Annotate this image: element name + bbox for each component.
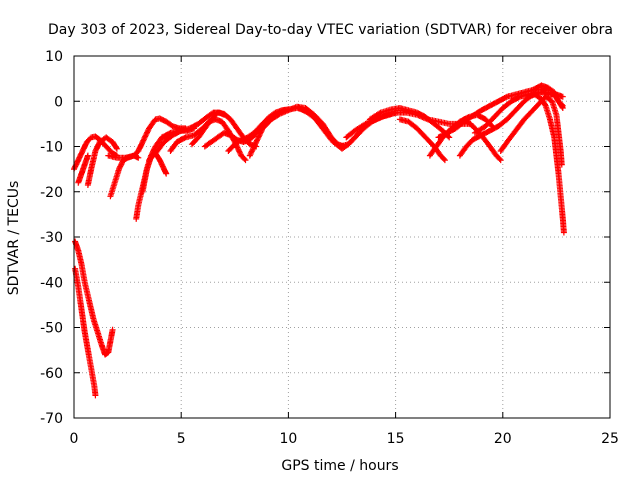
data-point-markers [105,115,189,161]
y-axis-label: SDTVAR / TECUs [6,181,22,296]
plot-frame [73,55,611,419]
x-tick-label: 25 [601,431,619,447]
x-tick-label: 15 [387,431,405,447]
y-tick-label: -50 [40,321,63,337]
data-point-markers [246,103,348,159]
series-arc-21 [435,82,551,141]
tick-labels: 0 5 10 15 20 25 10 0 -10 -20 -30 -40 -50 -60 -70 [40,49,619,447]
series-arc-18 [366,105,453,141]
data-series [71,82,567,399]
y-tick-label: -70 [40,411,63,427]
chart-title: Day 303 of 2023, Sidereal Day-to-day VTE… [48,22,613,38]
data-point-markers [72,238,116,358]
series-arc-4 [75,152,91,186]
series-arc-7 [105,115,189,161]
series-arc-15 [246,103,348,159]
y-tick-label: 0 [54,94,63,110]
data-point-markers [538,84,566,111]
y-tick-label: -40 [40,275,63,291]
series-arc-5 [84,134,120,188]
y-tick-label: -30 [40,230,63,246]
x-tick-label: 5 [177,431,186,447]
y-tick-label: -60 [40,366,63,382]
data-point-markers [435,82,551,141]
data-point-markers [84,134,120,188]
grid [74,56,610,418]
series-arc-23 [461,116,504,164]
data-point-markers [75,152,91,186]
series-arc-26 [525,91,567,236]
x-axis-label: GPS time / hours [281,458,398,474]
data-point-markers [525,91,567,236]
x-tick-label: 0 [70,431,79,447]
y-tick-label: -20 [40,185,63,201]
data-point-markers [72,265,99,399]
y-tick-label: -10 [40,140,63,156]
x-tick-label: 20 [494,431,512,447]
data-point-markers [366,105,453,141]
series-arc-27 [538,84,566,111]
series-arc-1 [72,238,116,358]
x-tick-label: 10 [279,431,297,447]
series-arc-2 [72,265,99,399]
data-point-markers [461,116,504,164]
y-tick-label: 10 [45,49,63,65]
